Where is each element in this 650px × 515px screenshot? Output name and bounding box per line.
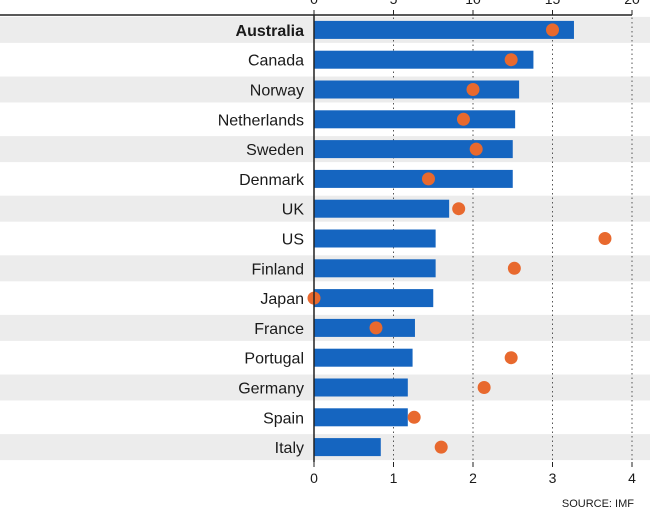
dot [435, 441, 448, 454]
bar [314, 349, 413, 367]
source-note: SOURCE: IMF [562, 498, 634, 510]
bar [314, 51, 533, 69]
dot [452, 202, 465, 215]
category-label: Sweden [246, 142, 304, 159]
bar [314, 230, 436, 248]
bar [314, 21, 574, 39]
bar [314, 438, 381, 456]
dot [546, 23, 559, 36]
bar [314, 319, 415, 337]
bottom-axis: 0 1 2 3 4 [310, 462, 636, 486]
dot [467, 83, 480, 96]
bottom-tick-label: 0 [310, 470, 318, 486]
dot [505, 351, 518, 364]
bar [314, 81, 519, 99]
top-tick-label: 15 [545, 0, 561, 7]
category-label: UK [282, 202, 305, 219]
chart: 05101520 AustraliaCanadaNorwayNetherland… [0, 0, 650, 515]
dot [370, 321, 383, 334]
dot [505, 53, 518, 66]
category-label: Spain [263, 410, 304, 427]
bottom-tick-label: 2 [469, 470, 477, 486]
top-tick-label: 10 [465, 0, 481, 7]
category-label: Japan [260, 291, 304, 308]
category-label: Italy [275, 440, 304, 457]
bar [314, 289, 433, 307]
bar [314, 110, 515, 128]
category-label: US [282, 232, 304, 249]
dot [457, 113, 470, 126]
category-label: France [254, 321, 304, 338]
top-tick-label: 0 [310, 0, 318, 7]
bar [314, 259, 436, 277]
bar [314, 408, 408, 426]
bar [314, 170, 513, 188]
dot [470, 143, 483, 156]
category-label: Denmark [239, 172, 305, 189]
dot [422, 172, 435, 185]
bottom-tick-label: 3 [549, 470, 557, 486]
bar [314, 140, 513, 158]
category-label: Norway [250, 83, 304, 100]
category-label: Australia [236, 23, 305, 40]
dot [478, 381, 491, 394]
category-label: Germany [238, 381, 304, 398]
bottom-tick-label: 4 [628, 470, 636, 486]
top-axis: 0 5 10 15 20 [0, 0, 640, 15]
bar [314, 200, 449, 218]
category-label: Finland [252, 261, 304, 278]
category-label: Portugal [244, 351, 304, 368]
category-label: Netherlands [218, 112, 304, 129]
dot [408, 411, 421, 424]
dot [598, 232, 611, 245]
dot [508, 262, 521, 275]
bar [314, 379, 408, 397]
bottom-tick-label: 1 [390, 470, 398, 486]
top-tick-label: 5 [390, 0, 398, 7]
category-label: Canada [248, 53, 304, 70]
top-tick-label: 20 [624, 0, 640, 7]
